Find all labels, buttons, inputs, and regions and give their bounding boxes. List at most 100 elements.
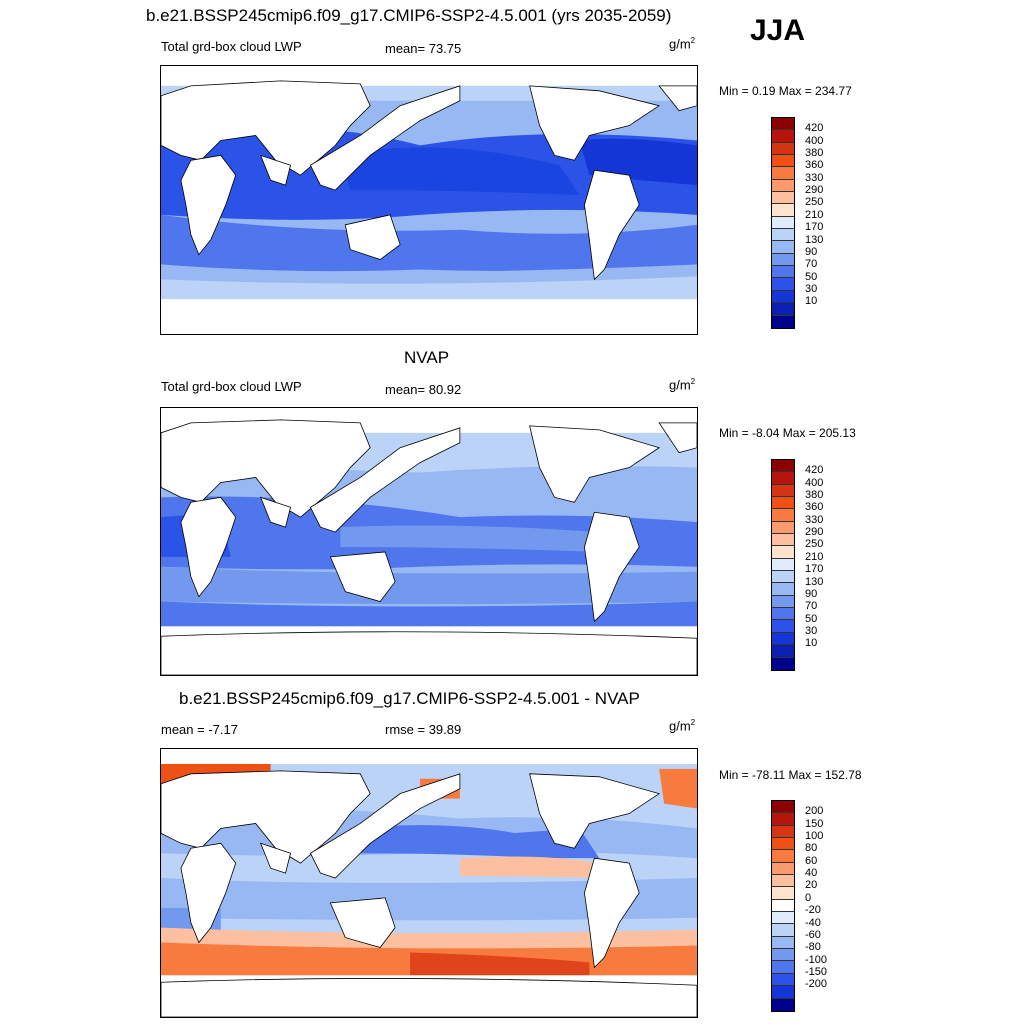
colorbar-swatch (772, 838, 794, 851)
colorbar-swatch (772, 546, 794, 559)
colorbar-tick-label: 210 (805, 550, 824, 563)
colorbar-swatch (772, 571, 794, 584)
colorbar-swatch (772, 315, 794, 328)
colorbar-swatch (772, 472, 794, 485)
colorbar-swatch (772, 167, 794, 180)
colorbar-tick-label: -80 (805, 941, 821, 954)
colorbar-swatch (772, 130, 794, 143)
colorbar-swatch (772, 266, 794, 279)
panel-mean-label: mean= 80.92 (385, 382, 462, 397)
colorbar-model (771, 117, 795, 329)
panel-left-label: Total grd-box cloud LWP (161, 39, 302, 54)
map-diff (160, 748, 698, 1018)
colorbar-diff (771, 800, 795, 1012)
panel-minmax: Min = 0.19 Max = 234.77 (719, 84, 852, 98)
colorbar-tick-label: 150 (805, 817, 824, 830)
panel-minmax: Min = -78.11 Max = 152.78 (719, 768, 862, 782)
panel-mean-label: mean= 73.75 (385, 41, 462, 56)
colorbar-tick-label: -40 (805, 916, 821, 929)
colorbar-swatch (772, 620, 794, 633)
colorbar-tick-label: 70 (805, 600, 818, 613)
colorbar-swatch (772, 961, 794, 974)
colorbar-tick-label: 290 (805, 526, 824, 539)
colorbar-tick-label: 90 (805, 587, 818, 600)
colorbar-swatch (772, 949, 794, 962)
colorbar-tick-label: 60 (805, 854, 818, 867)
colorbar-tick-label: 330 (805, 513, 824, 526)
colorbar-tick-label: 360 (805, 159, 824, 172)
colorbar-tick-label: 380 (805, 147, 824, 160)
colorbar-tick-label: -100 (805, 953, 828, 966)
colorbar-swatch (772, 899, 794, 913)
colorbar-swatch (772, 936, 794, 950)
colorbar-tick-label: 70 (805, 258, 818, 271)
colorbar-tick-label: -200 (805, 978, 828, 991)
colorbar-tick-label: 130 (805, 575, 824, 588)
colorbar-tick-label: -20 (805, 904, 821, 917)
colorbar-swatch (772, 534, 794, 547)
colorbar-swatch (772, 801, 794, 814)
colorbar-tick-label: 170 (805, 221, 824, 234)
panel-units: g/m2 (669, 377, 696, 393)
colorbar-tick-label: 210 (805, 208, 824, 221)
colorbar-tick-label: 290 (805, 184, 824, 197)
colorbar-swatch (772, 253, 794, 267)
colorbar-swatch (772, 998, 794, 1011)
colorbar-tick-label: 10 (805, 295, 818, 308)
colorbar-tick-label: 80 (805, 842, 818, 855)
colorbar-swatch (772, 645, 794, 658)
colorbar-swatch (772, 850, 794, 863)
colorbar-swatch (772, 924, 794, 937)
colorbar-tick-label: 380 (805, 489, 824, 502)
colorbar-swatch (772, 887, 794, 900)
colorbar-tick-label: 20 (805, 879, 818, 892)
colorbar-swatch (772, 204, 794, 217)
panel-title: NVAP (404, 348, 450, 367)
colorbar-swatch (772, 986, 794, 999)
colorbar-tick-label: 170 (805, 563, 824, 576)
colorbar-swatch (772, 813, 794, 826)
colorbar-swatch (772, 632, 794, 646)
colorbar-swatch (772, 216, 794, 230)
colorbar-tick-label: 250 (805, 196, 824, 209)
colorbar-tick-label: 100 (805, 830, 824, 843)
panel-units: g/m2 (669, 36, 696, 52)
colorbar-tick-label: 330 (805, 171, 824, 184)
colorbar-swatch (772, 825, 794, 839)
main-title: b.e21.BSSP245cmip6.f09_g17.CMIP6-SSP2-4.… (146, 6, 672, 25)
colorbar-swatch (772, 912, 794, 925)
panel-left-label: Total grd-box cloud LWP (161, 379, 302, 394)
colorbar-tick-label: 30 (805, 624, 818, 637)
colorbar-tick-label: 40 (805, 867, 818, 880)
colorbar-swatch (772, 192, 794, 205)
colorbar-swatch (772, 142, 794, 156)
colorbar-obs (771, 459, 795, 671)
colorbar-swatch (772, 303, 794, 316)
panel-rmse-label: rmse = 39.89 (385, 722, 462, 737)
colorbar-swatch (772, 229, 794, 242)
colorbar-tick-label: 90 (805, 245, 818, 258)
colorbar-tick-label: 250 (805, 538, 824, 551)
panel-title: b.e21.BSSP245cmip6.f09_g17.CMIP6-SSP2-4.… (179, 689, 640, 708)
panel-minmax: Min = -8.04 Max = 205.13 (719, 426, 856, 440)
colorbar-swatch (772, 973, 794, 987)
colorbar-swatch (772, 875, 794, 888)
colorbar-swatch (772, 583, 794, 596)
colorbar-tick-label: 10 (805, 637, 818, 650)
colorbar-swatch (772, 521, 794, 535)
colorbar-tick-label: 50 (805, 612, 818, 625)
colorbar-tick-label: 400 (805, 134, 824, 147)
colorbar-swatch (772, 862, 794, 876)
colorbar-swatch (772, 484, 794, 498)
colorbar-tick-label: 50 (805, 270, 818, 283)
colorbar-swatch (772, 118, 794, 131)
colorbar-swatch (772, 608, 794, 621)
panel-mean-label: mean = -7.17 (161, 722, 238, 737)
colorbar-swatch (772, 278, 794, 291)
colorbar-swatch (772, 509, 794, 522)
colorbar-tick-label: -150 (805, 965, 828, 978)
colorbar-tick-label: 0 (805, 891, 812, 904)
map-obs (160, 407, 698, 676)
colorbar-swatch (772, 497, 794, 510)
colorbar-tick-label: -60 (805, 928, 821, 941)
